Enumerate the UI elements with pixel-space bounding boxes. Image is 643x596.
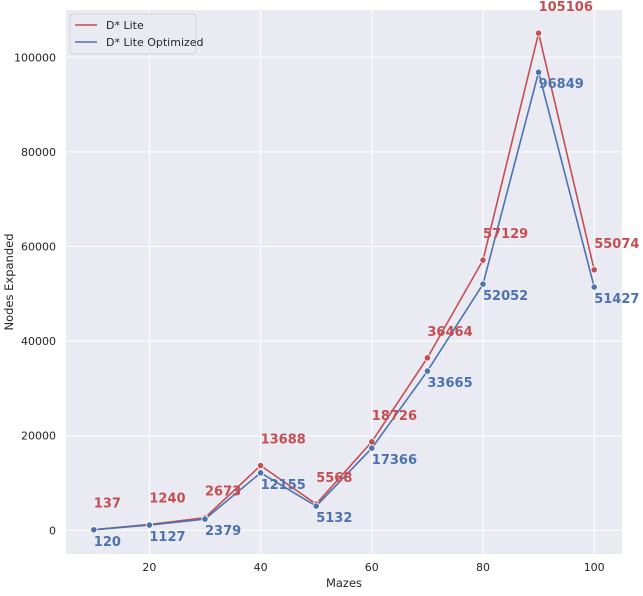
data-labels-layer: 137 1240 2673 13688 5568 18726 36464 57129 10510… xyxy=(94,0,640,550)
x-tick-label: 60 xyxy=(365,561,379,574)
data-point-d-lite-optimized xyxy=(423,367,431,375)
y-tick-label: 20000 xyxy=(21,430,56,443)
y-axis-label: Nodes Expanded xyxy=(2,233,16,330)
data-label-d-lite-optimized: 2379 xyxy=(205,524,241,539)
data-label-d-lite-optimized: 51427 xyxy=(594,292,639,307)
legend-label-d-star-lite: D* Lite xyxy=(106,19,144,32)
data-label-d-lite: 137 xyxy=(94,497,121,512)
data-label-d-lite: 55074 xyxy=(594,237,639,252)
data-point-d-lite-optimized xyxy=(534,68,543,76)
data-label-d-lite: 57129 xyxy=(483,227,528,242)
data-point-d-lite xyxy=(479,256,487,264)
data-label-d-lite: 18726 xyxy=(372,409,417,424)
data-label-d-lite: 13688 xyxy=(261,433,306,448)
series-line-d-lite-optimized xyxy=(93,69,595,531)
y-tick-labels: 0 20000 40000 60000 80000 100000 xyxy=(14,51,56,537)
series-layer xyxy=(90,29,598,534)
y-tick-label: 100000 xyxy=(14,51,56,64)
data-point-d-lite-optimized xyxy=(312,502,320,510)
data-label-d-lite: 105106 xyxy=(539,0,593,15)
data-label-d-lite-optimized: 1127 xyxy=(149,530,185,545)
data-point-d-lite xyxy=(423,354,431,362)
data-point-d-lite-optimized xyxy=(256,469,265,477)
legend-label-d-star-lite-optimized: D* Lite Optimized xyxy=(106,36,204,49)
x-tick-label: 40 xyxy=(254,561,268,574)
data-label-d-lite: 1240 xyxy=(149,491,185,506)
x-tick-label: 20 xyxy=(142,561,156,574)
y-tick-label: 40000 xyxy=(21,335,56,348)
data-label-d-lite: 5568 xyxy=(316,471,352,486)
x-tick-label: 80 xyxy=(476,561,490,574)
legend-box xyxy=(69,13,197,55)
data-label-d-lite-optimized: 52052 xyxy=(483,289,528,304)
series-line-d-lite xyxy=(93,32,595,531)
x-tick-labels: 20 40 60 80 100 xyxy=(142,561,604,574)
data-label-d-lite: 2673 xyxy=(205,485,241,500)
data-point-d-lite-optimized xyxy=(145,521,153,529)
data-label-d-lite: 36464 xyxy=(427,325,472,340)
data-label-d-lite-optimized: 17366 xyxy=(372,453,417,468)
x-tick-label: 100 xyxy=(584,561,605,574)
data-point-d-lite xyxy=(590,266,598,274)
data-label-d-lite-optimized: 5132 xyxy=(316,511,352,526)
plot-background xyxy=(66,10,622,554)
data-label-d-lite-optimized: 120 xyxy=(94,535,121,550)
x-axis-label: Mazes xyxy=(326,576,362,590)
data-label-d-lite-optimized: 12155 xyxy=(261,478,306,493)
data-point-d-lite-optimized xyxy=(479,280,487,288)
data-point-d-lite-optimized xyxy=(201,515,209,523)
data-point-d-lite-optimized xyxy=(90,526,98,534)
data-point-d-lite-optimized xyxy=(368,444,376,452)
y-tick-label: 0 xyxy=(49,524,56,537)
data-label-d-lite-optimized: 96849 xyxy=(539,77,584,92)
data-point-d-lite xyxy=(256,461,265,470)
data-point-d-lite-optimized xyxy=(590,283,598,291)
data-label-d-lite-optimized: 33665 xyxy=(427,376,472,391)
data-point-d-lite xyxy=(534,29,543,37)
y-tick-label: 60000 xyxy=(21,241,56,254)
y-tick-label: 80000 xyxy=(21,146,56,159)
legend: D* Lite D* Lite Optimized xyxy=(69,13,204,55)
